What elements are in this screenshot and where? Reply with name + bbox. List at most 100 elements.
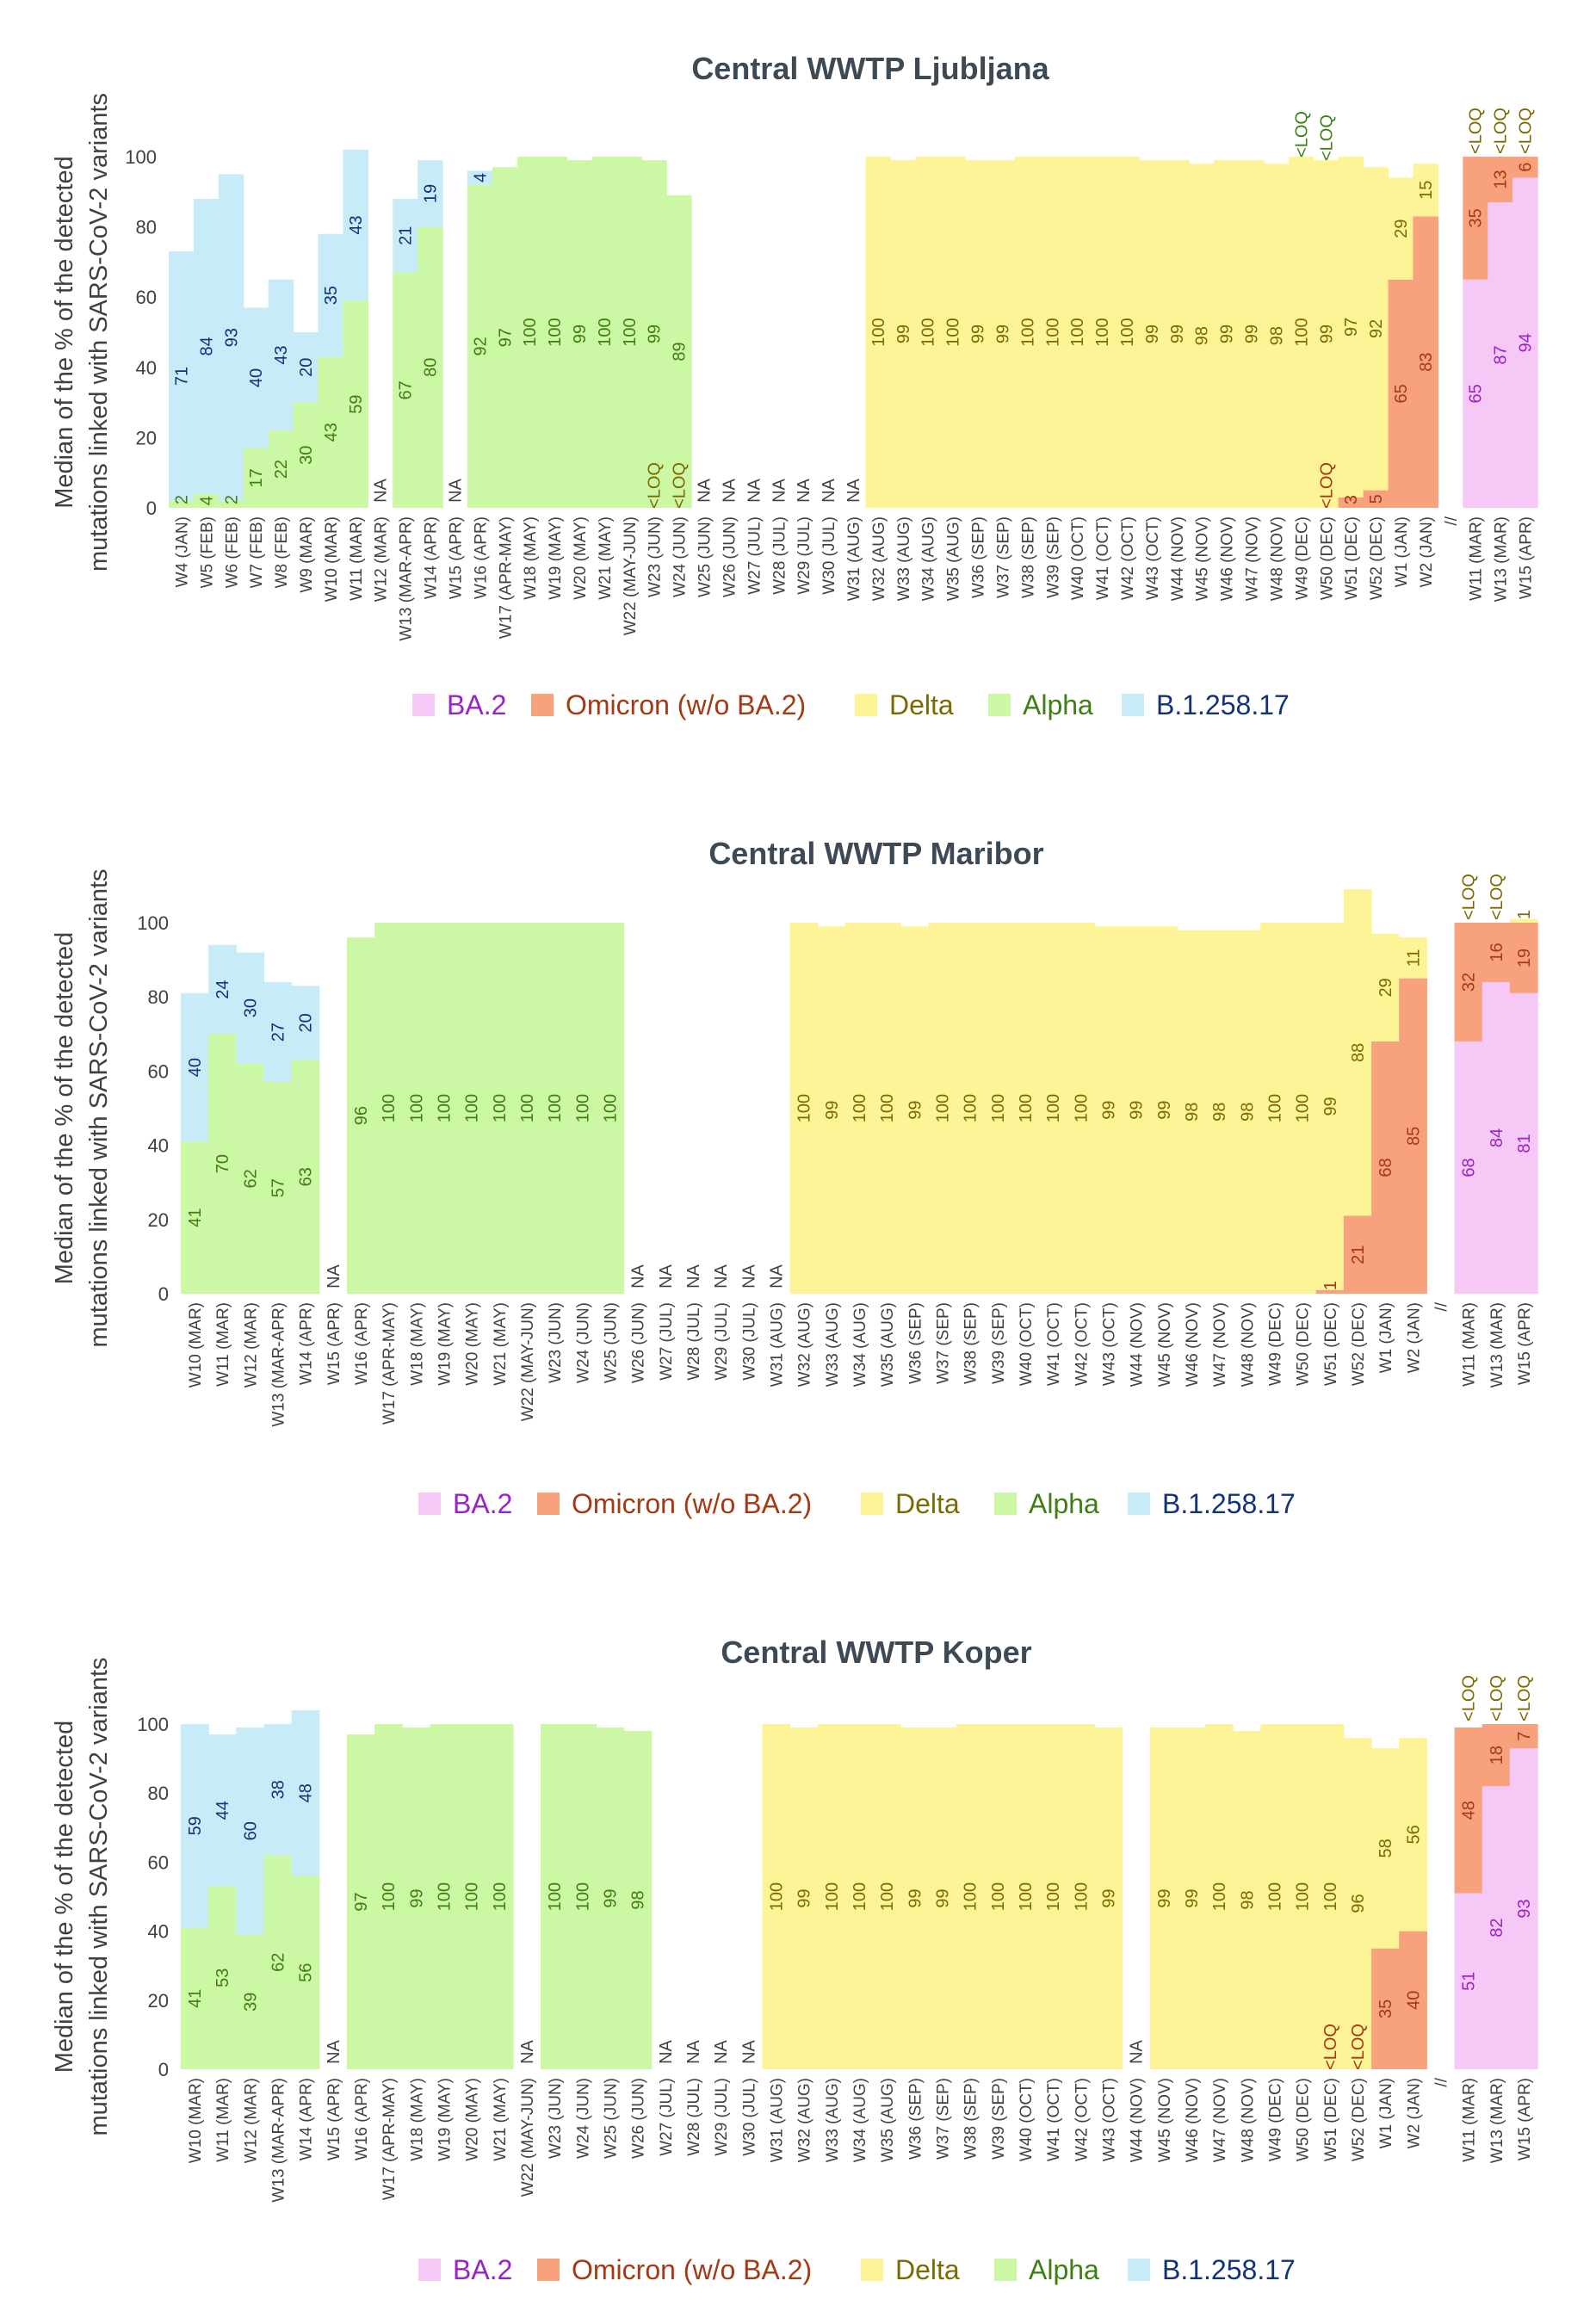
bar-delta-w51-dec [1315,923,1345,1290]
bar-b-1-258-17-w6-feb [218,174,244,501]
bar-b-1-258-17-w14-apr [418,160,443,227]
data-label: 39 [241,1993,260,2012]
data-label: 51 [1460,1972,1479,1991]
bar-b-1-258-17-w13-mar-apr [263,981,293,1083]
y-axis-label-line: mutations linked with SARS-CoV-2 variant… [85,868,113,1347]
bar-delta-w37-sep [990,160,1016,508]
x-tick-label: W37 (SEP) [994,516,1012,598]
x-tick-label: W19 (MAY) [436,2078,455,2161]
legend-swatch [1122,694,1144,716]
x-tick-label: W27 (JUL) [658,1302,676,1381]
bar-ba-2-w15-apr [1509,992,1538,1294]
data-label: 19 [422,184,441,203]
data-label: 100 [436,1094,455,1122]
x-tick-label: W2 (JAN) [1418,516,1436,587]
data-label: 100 [380,1882,399,1911]
x-tick-label: // [1432,2077,1451,2086]
data-label: <LOQ [1460,1675,1479,1721]
bar-delta-w42-oct [1114,157,1141,508]
bar-b-1-258-17-w10-mar [318,233,343,357]
data-label: 97 [352,1892,371,1911]
x-tick-label: W13 (MAR-APR) [398,516,416,641]
x-tick-label: W11 (MAR) [1468,516,1486,601]
x-tick-label: W31 (AUG) [769,1302,787,1387]
y-axis-label: Median of the % of the detected mutations… [51,93,113,572]
data-label: 44 [213,1801,232,1820]
data-label: 100 [869,318,888,346]
data-label: 99 [795,1888,814,1907]
data-label: 35 [1376,2000,1395,2018]
bar-b-1-258-17-w14-apr [291,986,320,1060]
legend-label: Delta [889,689,954,720]
na-label: NA [657,2039,676,2063]
x-tick-label: W22 (MAY-JUN) [519,1302,537,1421]
x-tick-label: W34 (AUG) [851,2078,869,2162]
legend-swatch [1128,2259,1150,2281]
bar-delta-w43-oct [1139,160,1165,508]
bar-b-1-258-17-w10-mar [181,1724,209,1928]
bar-delta-w34-aug [844,1724,874,2069]
bar-delta-w46-nov [1214,160,1240,508]
data-label: 38 [269,1780,288,1799]
bar-omicron-w-o-ba-2-w13-mar [1482,1724,1511,1787]
data-label: 99 [1218,324,1237,343]
y-axis-label-line: Median of the % of the detected [51,1721,78,2074]
data-label: 100 [463,1882,482,1911]
bar-alpha-w13-mar-apr [263,1082,293,1294]
x-tick-label: W21 (MAY) [492,1302,510,1386]
data-label: 100 [1044,1094,1063,1122]
y-tick-label: 100 [125,146,157,168]
x-tick-label: W25 (JUN) [696,516,714,597]
bar-b-1-258-17-w9-mar [293,332,319,403]
x-tick-label: W49 (DEC) [1266,2078,1284,2161]
bar-delta-w42-oct [1067,1724,1095,2069]
data-label: 99 [407,1888,426,1907]
data-label: 100 [1294,1882,1313,1911]
x-tick-label: W1 (JAN) [1393,516,1411,587]
data-label: 83 [1417,353,1436,372]
y-tick-label: 20 [136,427,157,448]
bar-b-1-258-17-w13-mar-apr [263,1724,293,1856]
data-label: 100 [944,318,963,346]
data-label: 35 [322,286,341,305]
x-tick-label: W44 (NOV) [1129,1302,1147,1387]
data-label: 98 [1210,1103,1229,1122]
legend-item: Omicron (w/o BA.2) [531,689,806,720]
x-tick-label: W24 (JUN) [574,2078,592,2159]
legend-swatch [861,2259,883,2281]
data-labels: 27148429317402243302043355943NA67218019N… [172,108,1535,509]
bar-delta-w37-sep [928,1728,957,2069]
x-tick-label: W31 (AUG) [845,516,863,601]
y-axis-label: Median of the % of the detected mutations… [51,868,113,1347]
bar-delta-w15-apr [1509,918,1538,923]
bar-delta-w2-jan [1399,937,1427,979]
x-tick-label: W23 (JUN) [547,1302,565,1383]
data-label: 30 [241,998,260,1017]
x-tick-label: W11 (MAR) [214,2078,232,2162]
legend-swatch [531,694,554,716]
y-tick-label: 0 [158,2059,169,2080]
x-tick-label: W13 (MAR) [1493,516,1511,602]
na-label: NA [820,478,838,502]
data-label: 99 [906,1101,925,1120]
x-tick-label: W7 (FEB) [248,516,266,588]
data-label: 100 [518,1094,537,1122]
data-label: 80 [422,358,441,377]
data-label: 100 [546,318,565,346]
x-tick-label: W22 (MAY-JUN) [519,2078,537,2197]
legend-item: Delta [861,1488,960,1519]
bar-delta-w43-oct [1094,1728,1123,2069]
bar-delta-w50-dec [1313,160,1339,508]
panel-ljubljana: Central WWTP Ljubljana 0 20 40 60 80 100 Media… [51,51,1538,720]
x-tick-label: W38 (SEP) [962,2078,980,2160]
x-tick-label: W2 (JAN) [1405,2078,1423,2148]
bar-alpha-w22-may-jun [616,157,642,508]
x-tick-label: W50 (DEC) [1295,2078,1313,2161]
bar-delta-w44-nov [1122,926,1151,1294]
x-tick-label: W1 (JAN) [1377,2078,1395,2148]
data-label: 100 [1294,1094,1313,1122]
legend-swatch [855,694,877,716]
bar-b-1-258-17-w4-jan [169,251,195,501]
na-label: NA [684,2039,703,2063]
bar-delta-w41-oct [1039,923,1067,1294]
